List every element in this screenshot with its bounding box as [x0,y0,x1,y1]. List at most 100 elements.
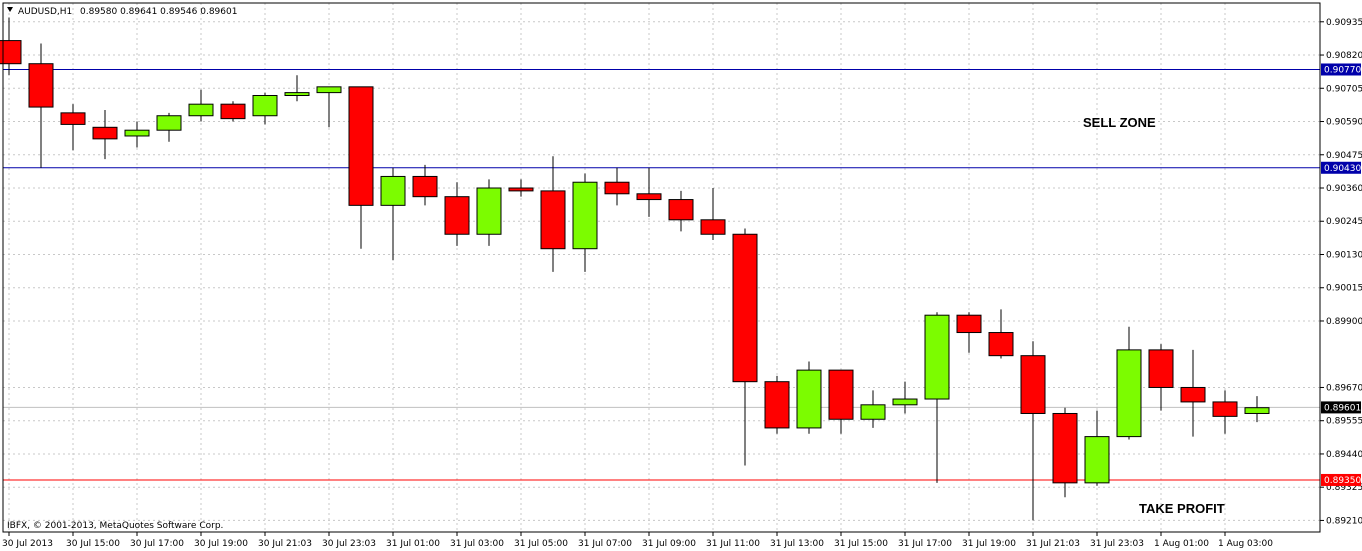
bull-candle-body [284,92,310,97]
candle[interactable] [476,179,502,246]
x-tick-label: 30 Jul 23:03 [322,539,376,549]
candle[interactable] [1244,396,1270,423]
candle[interactable] [1148,344,1174,411]
candle[interactable] [1180,349,1206,437]
candle[interactable] [828,369,854,434]
x-tick-label: 31 Jul 15:00 [834,539,888,549]
candle[interactable] [956,312,982,353]
candle[interactable] [892,381,918,414]
candle[interactable] [796,361,822,434]
bear-candle-body [1020,355,1046,414]
bull-candle-body [1084,436,1110,484]
bear-candle-body [540,190,566,250]
x-tick-label: 30 Jul 15:00 [66,539,120,549]
y-tick-label: 0.90590 [1326,118,1362,128]
sell-zone-bottom-tag-label: 0.90430 [1324,164,1361,174]
x-tick-label: 31 Jul 01:00 [386,539,440,549]
y-tick-label: 0.89325 [1326,483,1362,493]
y-tick-label: 0.90705 [1326,84,1362,94]
bear-candle-body [60,112,86,125]
candlesticks[interactable] [0,17,1270,521]
symbol-label: AUDUSD,H1 [18,7,72,17]
bull-candle-body [572,181,598,250]
bear-candle-body [508,187,534,192]
time-axis: 30 Jul 2013 30 Jul 15:00 30 Jul 17:00 30 Ju… [2,532,1273,549]
ohlc-readout: 0.89580 0.89641 0.89546 0.89601 [80,7,237,17]
bull-candle-body [1244,407,1270,414]
candle[interactable] [572,173,598,272]
candle[interactable] [604,167,630,206]
price-axis: 0.90935 0.90820 0.90705 0.90590 0.90475 0.903… [1320,18,1362,526]
bull-candle-body [860,404,886,420]
candle[interactable] [412,164,438,206]
price-tags: 0.90770 0.90430 0.89350 0.89601 [1321,63,1361,486]
candle[interactable] [28,43,54,168]
take-profit-tag [1321,473,1361,486]
x-tick-label: 31 Jul 11:00 [706,539,760,549]
candle[interactable] [156,112,182,142]
x-tick-label: 30 Jul 19:00 [194,539,248,549]
bear-candle-body [220,103,246,120]
candle[interactable] [732,228,758,466]
y-tick-label: 0.89900 [1326,317,1362,327]
candle[interactable] [540,156,566,272]
candle[interactable] [124,121,150,148]
grid [3,3,1320,532]
y-tick-label: 0.89440 [1326,450,1362,460]
candle[interactable] [220,101,246,122]
candle[interactable] [764,375,790,434]
current-price-tag-label: 0.89601 [1324,403,1361,413]
y-tick-label: 0.90475 [1326,151,1362,161]
current-price-tag [1321,401,1361,414]
x-tick-label: 31 Jul 21:03 [1026,539,1080,549]
x-tick-label: 31 Jul 23:03 [1090,539,1144,549]
candle[interactable] [380,167,406,261]
candle[interactable] [60,104,86,151]
candle[interactable] [988,309,1014,359]
chart-header: AUDUSD,H1 0.89580 0.89641 0.89546 0.8960… [7,7,237,17]
candle[interactable] [1020,341,1046,521]
candle[interactable] [188,89,214,122]
sell-zone-top-tag-label: 0.90770 [1324,65,1361,75]
candle[interactable] [924,312,950,483]
bear-candle-body [1052,412,1078,484]
bull-candle-body [1116,349,1142,438]
sell-zone-bottom-tag [1321,161,1361,174]
x-tick-label: 31 Jul 07:00 [578,539,632,549]
bull-candle-body [252,95,278,117]
candle[interactable] [252,92,278,125]
candle[interactable] [348,86,374,249]
bear-candle-body [604,181,630,195]
bull-candle-body [796,369,822,429]
y-tick-label: 0.90245 [1326,217,1362,227]
candle[interactable] [860,390,886,428]
candle[interactable] [316,86,342,128]
candle[interactable] [508,179,534,197]
candle[interactable] [1084,410,1110,486]
candle[interactable] [668,190,694,232]
triangle-down-icon[interactable] [7,7,13,12]
candle[interactable] [92,109,118,160]
x-tick-label: 31 Jul 13:00 [770,539,824,549]
candle[interactable] [636,167,662,217]
sell-zone-top-tag [1321,63,1361,76]
candle[interactable] [284,75,310,102]
bear-candle-body [956,314,982,334]
candle[interactable] [700,188,726,241]
bear-candle-body [1212,401,1238,417]
x-tick-label: 31 Jul 09:00 [642,539,696,549]
candle[interactable] [0,17,22,76]
bear-candle-body [444,196,470,235]
bear-candle-body [764,381,790,429]
x-tick-label: 1 Aug 03:00 [1218,539,1273,549]
bear-candle-body [92,126,118,140]
candle[interactable] [1116,326,1142,440]
y-tick-label: 0.89670 [1326,383,1362,393]
bull-candle-body [476,187,502,235]
candle[interactable] [1052,407,1078,498]
bull-candle-body [316,86,342,94]
candle[interactable] [1212,390,1238,434]
candle[interactable] [444,182,470,246]
